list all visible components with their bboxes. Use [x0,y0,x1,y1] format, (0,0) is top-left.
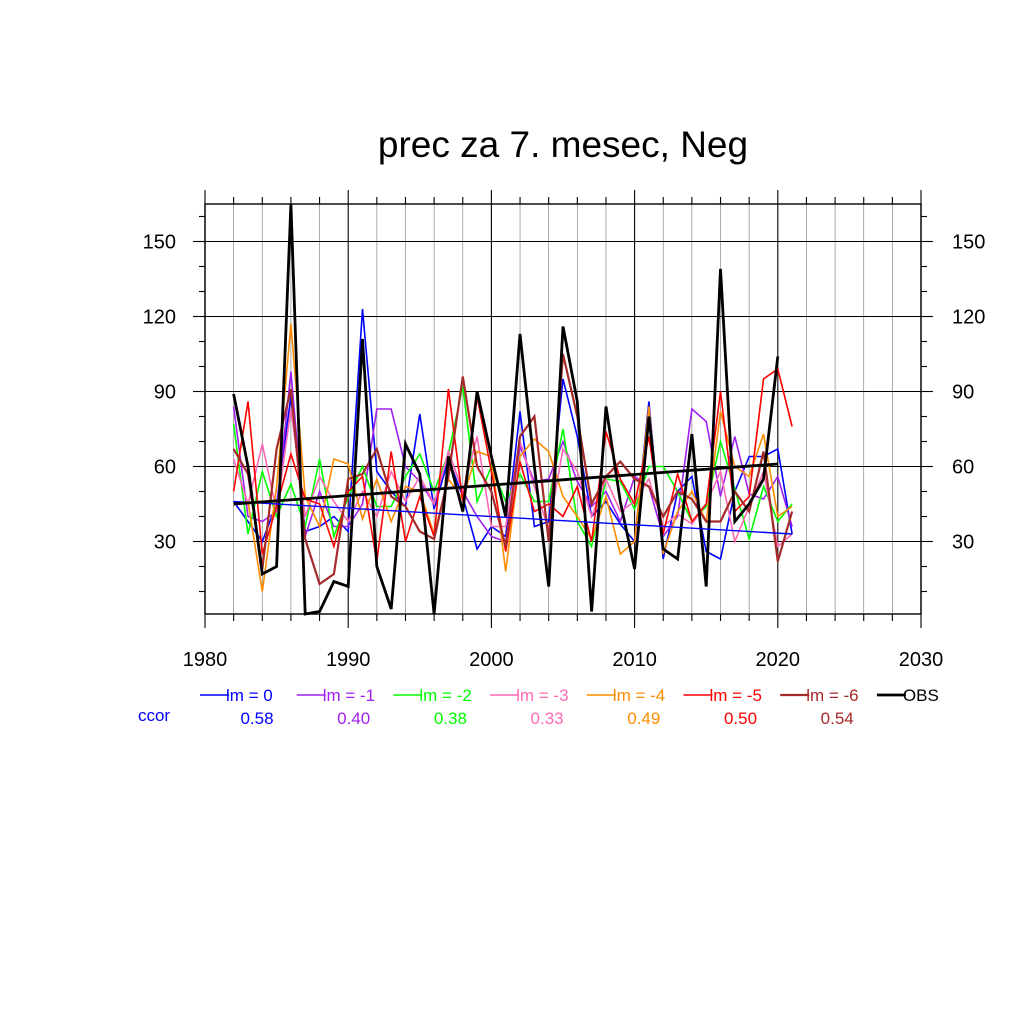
x-tick-label: 1980 [183,649,228,671]
grid-lines [204,204,922,614]
legend: lm = 0 0.58 lm = -1 0.40 lm = -2 0.38 lm = -3 0… [200,686,939,728]
y-tick-label-right: 60 [952,457,974,479]
ccor-value-3: 0.33 [531,709,564,728]
ccor-value-4: 0.49 [627,709,660,728]
ccor-label: ccor [138,706,170,725]
y-tick-label-left: 60 [154,457,176,479]
axis-ticks [193,190,933,628]
y-tick-label-left: 90 [154,382,176,404]
y-tick-label-left: 150 [143,232,176,254]
ccor-value-2: 0.38 [434,709,467,728]
x-tick-label: 2030 [899,649,944,671]
plot-frame [204,203,922,615]
y-tick-label-right: 90 [952,382,974,404]
ccor-value-1: 0.40 [337,709,370,728]
trend-line-1 [233,462,778,506]
legend-label-2: lm = -2 [419,686,471,705]
series-line-7 [232,203,780,616]
y-tick-label-right: 150 [952,232,985,254]
y-tick-label-right: 30 [952,532,974,554]
ccor-value-0: 0.58 [240,709,273,728]
ccor-value-5: 0.50 [724,709,757,728]
x-tick-label: 1990 [326,649,371,671]
axis-tick-labels: 1980 1990 2000 2010 2020 2030 30 30 60 60 90 90 120 1… [143,232,986,672]
legend-label-3: lm = -3 [516,686,568,705]
legend-label-7: OBS [903,686,939,705]
x-tick-label: 2000 [469,649,514,671]
legend-label-4: lm = -4 [613,686,665,705]
ccor-value-6: 0.54 [821,709,854,728]
chart-title: prec za 7. mesec, Neg [378,124,748,165]
x-tick-label: 2010 [612,649,657,671]
trend-line-0 [233,500,793,535]
legend-label-5: lm = -5 [710,686,762,705]
y-tick-label-left: 120 [143,307,176,329]
x-tick-label: 2020 [756,649,801,671]
legend-label-6: lm = -6 [806,686,858,705]
legend-label-0: lm = 0 [226,686,273,705]
series-lines [232,203,794,616]
y-tick-label-left: 30 [154,532,176,554]
legend-label-1: lm = -1 [323,686,375,705]
y-tick-label-right: 120 [952,307,985,329]
